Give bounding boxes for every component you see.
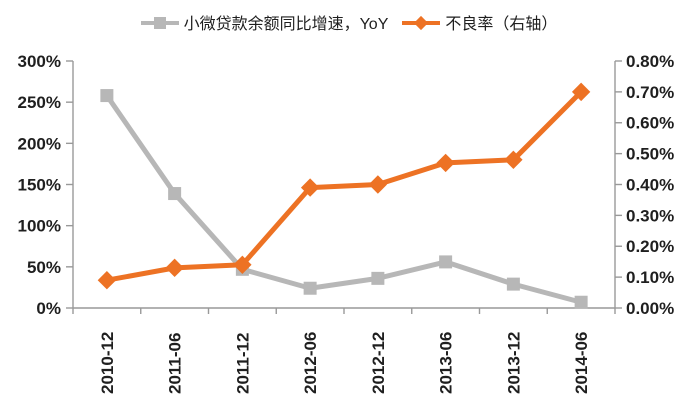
x-axis-category-label: 2010-12 — [98, 332, 117, 394]
right-axis-tick-label: 0.50% — [626, 145, 674, 164]
left-axis-tick-label: 200% — [18, 134, 61, 153]
data-point-marker-npl — [97, 271, 117, 290]
right-axis-tick-label: 0.40% — [626, 175, 674, 194]
right-axis-tick-label: 0.00% — [626, 299, 674, 318]
npl-series-marker-icon — [402, 15, 441, 30]
left-axis-tick-label: 150% — [18, 175, 61, 194]
data-point-marker-npl — [504, 150, 523, 169]
data-point-marker-yoy — [168, 187, 182, 201]
data-point-marker-yoy — [100, 89, 114, 103]
x-axis-category-label: 2012-06 — [301, 332, 320, 394]
legend-label-npl: 不良率（右轴） — [445, 16, 558, 33]
legend-item-yoy: 小微贷款余额同比增速，YoY — [140, 10, 389, 34]
left-axis-tick-label: 50% — [27, 258, 61, 277]
right-axis-tick-label: 0.70% — [626, 83, 674, 102]
x-axis-category-label: 2013-06 — [437, 332, 456, 394]
right-axis-tick-label: 0.80% — [626, 52, 674, 71]
data-point-marker-yoy — [506, 277, 520, 291]
series-line-yoy — [104, 94, 582, 305]
data-point-marker-npl — [436, 153, 455, 173]
data-point-marker-npl — [571, 82, 591, 102]
data-point-marker-yoy — [439, 255, 453, 269]
npl-diamond-marker-icon — [414, 15, 429, 30]
left-axis-tick-label: 0% — [36, 299, 61, 318]
data-point-marker-yoy — [371, 271, 385, 285]
x-axis-category-label: 2014-06 — [572, 332, 591, 394]
x-axis-category-label: 2012-12 — [369, 332, 388, 394]
data-point-marker-yoy — [574, 295, 588, 309]
right-axis-tick-label: 0.10% — [626, 268, 674, 287]
legend: 小微贷款余额同比增速，YoY 不良率（右轴） — [0, 10, 698, 34]
x-axis-category-label: 2013-12 — [504, 332, 523, 394]
yoy-series-marker-icon — [140, 15, 179, 30]
data-point-marker-npl — [165, 258, 184, 278]
data-point-marker-npl — [368, 175, 388, 194]
x-axis-category-label: 2011-06 — [166, 333, 185, 394]
x-axis-category-label: 2011-12 — [233, 333, 252, 394]
data-point-marker-npl — [233, 255, 252, 274]
legend-item-npl: 不良率（右轴） — [402, 10, 557, 34]
right-axis-tick-label: 0.60% — [626, 114, 674, 133]
series-line-npl — [106, 90, 583, 283]
data-point-marker-npl — [300, 178, 320, 197]
yoy-square-marker-icon — [153, 16, 166, 29]
right-axis-tick-label: 0.20% — [626, 237, 674, 256]
right-axis-tick-label: 0.30% — [626, 206, 674, 225]
left-axis-tick-label: 100% — [18, 217, 61, 236]
legend-label-yoy: 小微贷款余额同比增速，YoY — [183, 16, 389, 33]
left-axis-tick-label: 300% — [18, 52, 61, 71]
data-point-marker-yoy — [303, 281, 317, 295]
left-axis-tick-label: 250% — [18, 93, 61, 112]
